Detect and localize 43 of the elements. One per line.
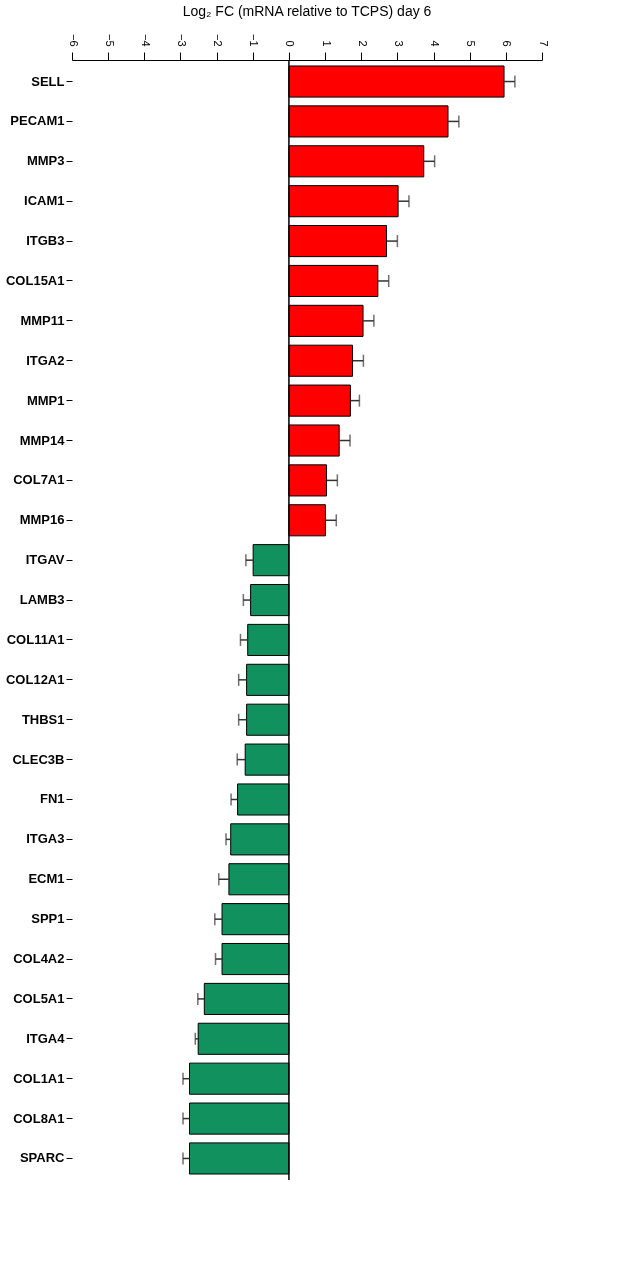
chart-title: Log₂ FC (mRNA relative to TCPS) day 6 [182,3,432,20]
x-tick-label: 1 [320,40,333,47]
y-tick-label: COL5A1 [13,990,65,1006]
y-tick-label: MMP1 [26,392,65,408]
y-tick-label: ITGAV [25,552,65,568]
y-tick-label: COL11A1 [6,631,65,647]
y-tick-label: FN1 [39,791,65,807]
x-tick-label: 3 [392,40,405,47]
y-tick-label: MMP11 [20,312,65,328]
y-tick-label: COL4A2 [13,951,65,967]
y-tick-label: ICAM1 [24,193,65,209]
x-tick-label: −1 [248,33,261,47]
y-tick-label: COL12A1 [5,671,65,687]
y-tick-label: THBS1 [21,711,65,727]
x-tick-label: −2 [212,33,225,47]
x-tick-label: 0 [284,40,297,47]
y-tick-label: PECAM1 [10,113,65,129]
x-tick-label: 6 [501,40,514,47]
y-tick-label: MMP14 [19,432,66,448]
y-tick-label: COL7A1 [13,472,65,488]
y-tick-label: ITGA3 [26,831,65,847]
x-tick-label: −4 [139,33,152,47]
y-tick-label: MMP16 [19,512,65,528]
y-tick-label: ITGB3 [26,233,65,249]
y-tick-label: ITGA2 [26,352,65,368]
y-tick-label: SELL [31,73,65,89]
y-tick-label: SPARC [19,1150,66,1166]
y-tick-label: CLEC3B [12,751,65,767]
x-tick-label: 2 [356,40,369,47]
y-tick-label: LAMB3 [19,592,65,608]
y-tick-label: COL8A1 [13,1110,65,1126]
y-tick-label: MMP3 [26,153,65,169]
y-tick-label: COL15A1 [5,272,65,288]
x-tick-label: 4 [429,40,442,47]
y-tick-label: ECM1 [28,871,65,887]
y-tick-label: COL1A1 [13,1070,65,1086]
x-tick-label: −5 [103,33,116,47]
x-tick-label: 7 [537,40,550,47]
y-tick-label: ITGA4 [26,1030,66,1046]
x-tick-label: −3 [175,33,188,47]
y-tick-label: SPP1 [31,911,65,927]
x-tick-label: 5 [465,40,478,47]
x-tick-label: −6 [67,33,80,47]
